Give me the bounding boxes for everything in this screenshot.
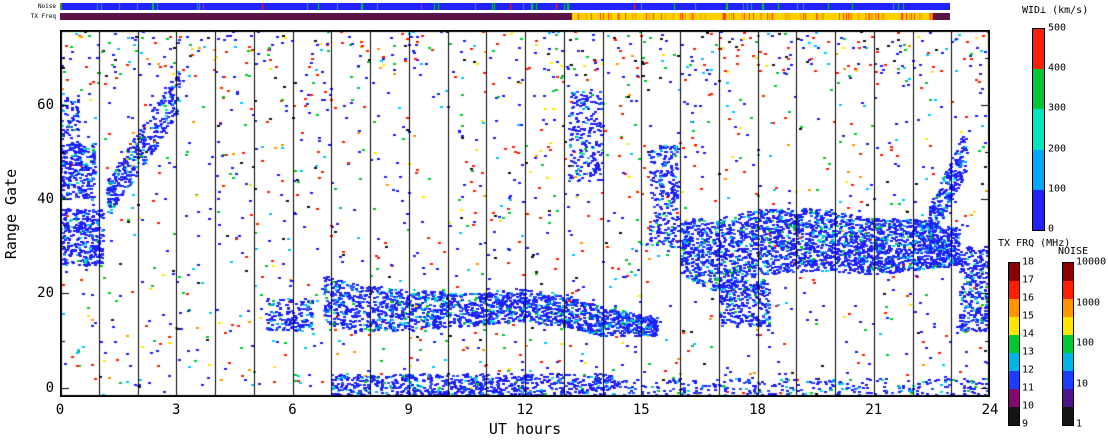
wid-colorbar bbox=[1032, 28, 1045, 231]
x-tick-label: 6 bbox=[288, 402, 297, 418]
x-tick-label: 3 bbox=[172, 402, 181, 418]
txfrq-colorbar bbox=[1008, 262, 1020, 426]
y-tick-label: 40 bbox=[37, 191, 54, 208]
colorbar-segment bbox=[1063, 299, 1073, 317]
x-tick-label: 12 bbox=[516, 402, 534, 418]
colorbar-segment bbox=[1009, 353, 1019, 371]
colorbar-segment bbox=[1063, 281, 1073, 299]
colorbar-tick-label: 0 bbox=[1048, 223, 1055, 235]
colorbar-tick-label: 18 bbox=[1022, 256, 1035, 268]
colorbar-segment bbox=[1033, 29, 1044, 70]
y-tick-label: 20 bbox=[37, 285, 54, 302]
y-tick-label: 60 bbox=[37, 97, 54, 114]
x-tick-label: 9 bbox=[404, 402, 413, 418]
colorbar-segment bbox=[1009, 281, 1019, 299]
colorbar-segment bbox=[1009, 407, 1019, 425]
y-axis-label-box: Range Gate bbox=[0, 30, 22, 397]
colorbar-segment bbox=[1063, 389, 1073, 407]
colorbar-tick-label: 100 bbox=[1076, 337, 1095, 349]
colorbar-tick-label: 17 bbox=[1022, 274, 1035, 286]
x-tick-label: 15 bbox=[632, 402, 650, 418]
x-axis-label: UT hours bbox=[488, 420, 562, 438]
x-tick-label: 18 bbox=[749, 402, 766, 418]
colorbar-segment bbox=[1009, 389, 1019, 407]
colorbar-segment bbox=[1033, 189, 1044, 230]
colorbar-segment bbox=[1009, 371, 1019, 389]
colorbar-segment bbox=[1063, 353, 1073, 371]
colorbar-tick-label: 11 bbox=[1022, 382, 1035, 394]
x-tick-label: 24 bbox=[981, 402, 999, 418]
x-tick-label: 0 bbox=[55, 402, 65, 418]
colorbar-segment bbox=[1009, 335, 1019, 353]
wid-colorbar-title: WID⊥ (km/s) bbox=[1022, 5, 1089, 16]
colorbar-segment bbox=[1009, 317, 1019, 335]
colorbar-tick-label: 12 bbox=[1022, 364, 1035, 376]
colorbar-segment bbox=[1009, 263, 1019, 281]
colorbar-tick-label: 13 bbox=[1022, 346, 1035, 358]
noise-colorbar bbox=[1062, 262, 1074, 426]
scatter-plot-canvas bbox=[60, 30, 990, 397]
noise-colorbar-title: NOISE bbox=[1058, 246, 1089, 257]
colorbar-tick-label: 200 bbox=[1048, 143, 1067, 155]
colorbar-tick-label: 1000 bbox=[1076, 297, 1101, 308]
colorbar-tick-label: 10 bbox=[1022, 400, 1035, 412]
colorbar-tick-label: 14 bbox=[1022, 328, 1035, 340]
colorbar-segment bbox=[1009, 299, 1019, 317]
x-tick-label: 21 bbox=[865, 402, 883, 418]
noise-strip bbox=[60, 3, 950, 10]
colorbar-tick-label: 1 bbox=[1076, 418, 1083, 430]
colorbar-segment bbox=[1033, 109, 1044, 150]
txfreq-strip bbox=[60, 13, 950, 20]
colorbar-tick-label: 9 bbox=[1022, 418, 1029, 430]
colorbar-segment bbox=[1063, 263, 1073, 281]
colorbar-segment bbox=[1063, 407, 1073, 425]
colorbar-tick-label: 300 bbox=[1048, 102, 1067, 114]
y-axis-label: Range Gate bbox=[2, 168, 20, 259]
colorbar-segment bbox=[1063, 335, 1073, 353]
colorbar-tick-label: 100 bbox=[1048, 183, 1067, 195]
colorbar-segment bbox=[1063, 317, 1073, 335]
txfrq-colorbar-title: TX FRQ (MHz) bbox=[998, 238, 1071, 249]
colorbar-tick-label: 10000 bbox=[1076, 256, 1107, 268]
colorbar-segment bbox=[1033, 69, 1044, 110]
colorbar-tick-label: 500 bbox=[1048, 22, 1067, 34]
colorbar-segment bbox=[1033, 149, 1044, 190]
colorbar-tick-label: 400 bbox=[1048, 62, 1067, 74]
colorbar-tick-label: 10 bbox=[1076, 378, 1089, 389]
colorbar-tick-label: 15 bbox=[1022, 310, 1035, 322]
colorbar-segment bbox=[1063, 371, 1073, 389]
txfreq-strip-label: TX Freq bbox=[30, 13, 56, 20]
noise-strip-label: Noise bbox=[37, 3, 56, 10]
colorbar-tick-label: 16 bbox=[1022, 292, 1035, 304]
y-tick-label: 0 bbox=[45, 379, 54, 396]
